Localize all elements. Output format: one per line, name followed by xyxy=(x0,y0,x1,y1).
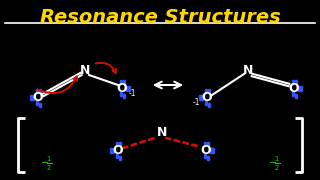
Text: Resonance Structures: Resonance Structures xyxy=(40,8,280,27)
Text: -1: -1 xyxy=(193,98,200,107)
FancyArrowPatch shape xyxy=(96,63,116,73)
Text: O: O xyxy=(113,143,123,156)
Text: $-\!\frac{1}{2}$: $-\!\frac{1}{2}$ xyxy=(268,155,280,173)
Text: N: N xyxy=(80,64,90,76)
Text: N: N xyxy=(243,64,253,76)
Text: O: O xyxy=(202,91,212,104)
FancyArrowPatch shape xyxy=(39,76,77,93)
Text: O: O xyxy=(289,82,299,94)
Text: O: O xyxy=(117,82,127,94)
Text: N: N xyxy=(157,127,167,140)
Text: -1: -1 xyxy=(129,89,137,98)
Text: O: O xyxy=(33,91,43,104)
Text: O: O xyxy=(201,143,211,156)
Text: $-\!\frac{1}{2}$: $-\!\frac{1}{2}$ xyxy=(40,155,52,173)
